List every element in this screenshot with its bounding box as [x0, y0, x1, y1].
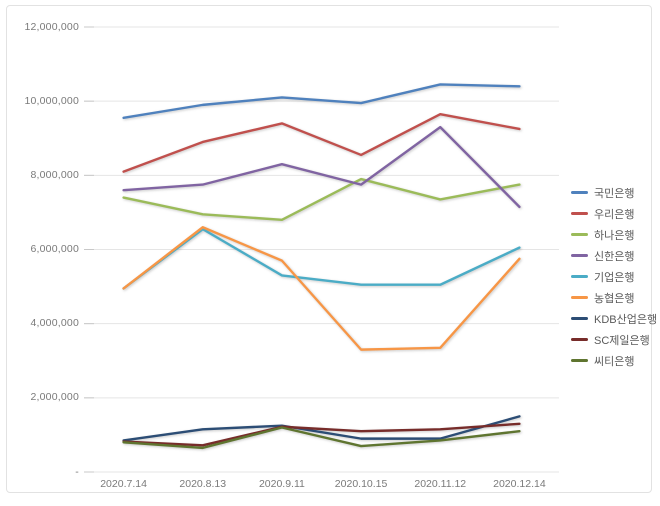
- legend-item-하나은행[interactable]: 하나은행: [571, 224, 660, 245]
- legend-item-기업은행[interactable]: 기업은행: [571, 266, 660, 287]
- series-line-농협은행[interactable]: [122, 226, 521, 351]
- legend-label: 우리은행: [594, 208, 635, 221]
- chart-frame: 12,000,000 10,000,000 8,000,000 6,000,000 4,…: [6, 5, 657, 493]
- legend-label: 하나은행: [594, 229, 635, 242]
- series-line-하나은행[interactable]: [122, 177, 521, 222]
- legend-label: 국민은행: [594, 187, 635, 200]
- legend-item-SC제일은행[interactable]: SC제일은행: [571, 329, 660, 350]
- line-chart-plot: [84, 26, 559, 473]
- y-axis-tick-label: 6,000,000: [30, 243, 79, 255]
- series-line-KDB산업은행[interactable]: [122, 415, 521, 442]
- x-axis-tick-label: 2020.8.13: [179, 478, 227, 490]
- legend-swatch-icon: [571, 359, 588, 362]
- legend-swatch-icon: [571, 317, 588, 320]
- legend-swatch-icon: [571, 296, 588, 299]
- legend-swatch-icon: [571, 212, 588, 215]
- legend-item-신한은행[interactable]: 신한은행: [571, 245, 660, 266]
- legend-label: 신한은행: [594, 250, 635, 263]
- legend-swatch-icon: [571, 233, 588, 236]
- x-axis-tick-label: 2020.12.14: [493, 478, 546, 490]
- legend-swatch-icon: [571, 338, 588, 341]
- series-line-기업은행[interactable]: [122, 227, 521, 290]
- y-axis-tick-label: 10,000,000: [24, 94, 79, 107]
- legend-label: 농협은행: [594, 292, 635, 305]
- y-axis-tick-label: 2,000,000: [30, 391, 79, 404]
- series-line-씨티은행[interactable]: [122, 426, 521, 450]
- legend-label: 씨티은행: [594, 355, 635, 368]
- series-line-우리은행[interactable]: [122, 112, 521, 173]
- x-axis-tick-label: 2020.10.15: [334, 478, 388, 490]
- legend-swatch-icon: [571, 275, 588, 278]
- y-axis-tick-label: 8,000,000: [30, 168, 79, 181]
- legend-label: SC제일은행: [594, 334, 650, 347]
- legend-item-국민은행[interactable]: 국민은행: [571, 182, 660, 203]
- y-axis-tick-label: 12,000,000: [24, 20, 79, 33]
- legend-item-KDB산업은행[interactable]: KDB산업은행: [571, 308, 660, 329]
- series-lines: [122, 83, 521, 450]
- legend-item-농협은행[interactable]: 농협은행: [571, 287, 660, 308]
- legend-label: 기업은행: [594, 271, 635, 284]
- x-axis-tick-label: 2020.9.11: [258, 478, 305, 490]
- x-axis-tick-label: 2020.7.14: [100, 478, 147, 490]
- legend-swatch-icon: [571, 191, 588, 194]
- series-line-SC제일은행[interactable]: [122, 422, 521, 447]
- legend-item-씨티은행[interactable]: 씨티은행: [571, 350, 660, 371]
- series-line-신한은행[interactable]: [122, 125, 521, 209]
- y-axis-tick-label: 4,000,000: [30, 317, 79, 330]
- legend-item-우리은행[interactable]: 우리은행: [571, 203, 660, 224]
- x-axis-tick-label: 2020.11.12: [414, 478, 467, 490]
- series-line-국민은행[interactable]: [122, 83, 521, 120]
- legend-swatch-icon: [571, 254, 588, 257]
- y-axis-tick-label: -: [75, 465, 79, 478]
- legend-label: KDB산업은행: [594, 313, 658, 326]
